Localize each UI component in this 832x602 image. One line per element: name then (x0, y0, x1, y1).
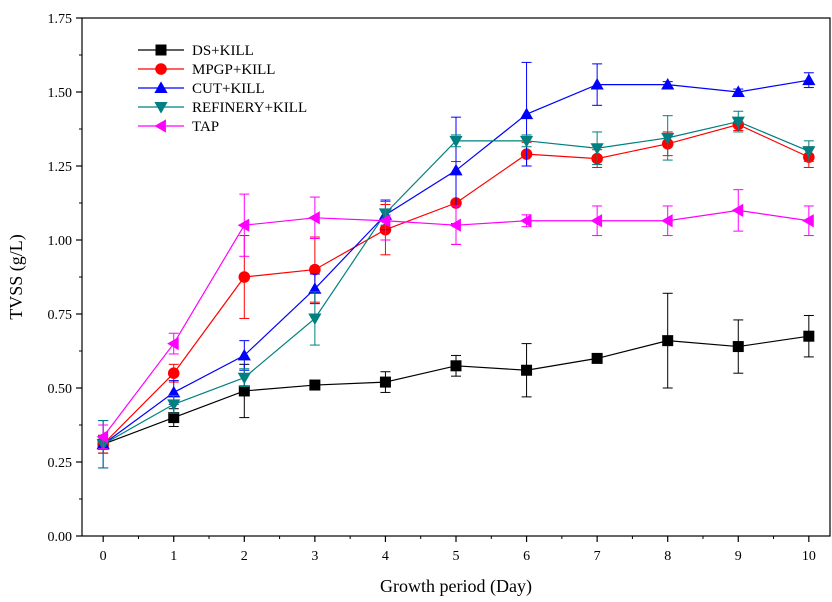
data-point (731, 116, 745, 129)
x-tick-label: 2 (241, 549, 248, 564)
legend: DS+KILL MPGP+KILL CUT+KILL REFINERY+KILL TAP (138, 43, 307, 135)
legend-item: TAP (138, 119, 219, 135)
data-point (662, 335, 674, 347)
data-point (450, 360, 462, 372)
legend-marker (154, 102, 168, 114)
x-tick-label: 3 (311, 549, 318, 564)
data-point (519, 135, 534, 148)
data-point (237, 372, 251, 385)
data-point (449, 218, 461, 232)
data-point (308, 313, 322, 326)
data-point (449, 163, 463, 176)
legend-marker (155, 63, 167, 75)
y-tick-label: 1.50 (48, 86, 73, 101)
legend-label: REFINERY+KILL (192, 100, 307, 116)
x-tick-label: 8 (664, 549, 671, 564)
series-cut-kill (96, 61, 816, 469)
y-axis: 0.00 0.25 0.50 0.75 1.00 1.25 1.50 1.75 (48, 12, 82, 545)
data-point (309, 379, 321, 391)
data-point (167, 367, 180, 379)
data-point (590, 143, 604, 155)
data-point (802, 214, 814, 228)
data-point (237, 218, 250, 232)
x-tick-label: 10 (802, 549, 816, 564)
series-layer (96, 61, 816, 469)
legend-marker (154, 81, 168, 93)
x-tick-label: 0 (100, 549, 107, 564)
data-point (96, 430, 109, 444)
data-point (308, 282, 322, 294)
x-tick-label: 6 (523, 549, 530, 564)
data-point (168, 412, 180, 424)
y-tick-label: 0.50 (48, 382, 73, 397)
x-tick-label: 1 (170, 549, 177, 564)
data-point (238, 271, 251, 283)
legend-label: TAP (192, 119, 219, 135)
legend-item: REFINERY+KILL (138, 100, 307, 116)
series-tap (96, 189, 814, 450)
y-tick-label: 1.25 (48, 160, 73, 175)
data-point (590, 214, 603, 228)
data-point (237, 348, 251, 361)
legend-label: MPGP+KILL (192, 62, 275, 78)
data-point (661, 132, 675, 145)
data-point (802, 73, 816, 86)
data-point (238, 385, 250, 397)
data-point (732, 341, 744, 353)
data-point (167, 337, 179, 351)
y-tick-label: 0.00 (48, 530, 73, 545)
legend-item: CUT+KILL (138, 81, 265, 97)
x-tick-label: 4 (382, 549, 389, 564)
legend-label: DS+KILL (192, 43, 254, 59)
y-tick-label: 0.75 (48, 308, 73, 323)
data-point (590, 78, 604, 90)
data-point (379, 376, 391, 388)
data-point (519, 107, 534, 120)
x-axis: 0 1 2 3 4 5 6 7 8 9 10 (100, 536, 816, 564)
data-point (661, 78, 675, 90)
legend-item: MPGP+KILL (138, 62, 275, 78)
data-point (519, 214, 532, 228)
data-point (731, 85, 745, 97)
x-tick-label: 9 (735, 549, 742, 564)
data-point (521, 364, 533, 376)
data-point (449, 135, 463, 148)
data-point (803, 330, 815, 342)
legend-marker (155, 44, 167, 56)
data-point (802, 146, 816, 158)
x-axis-title: Growth period (Day) (380, 576, 532, 597)
data-point (309, 263, 321, 276)
legend-item: DS+KILL (138, 43, 254, 59)
x-tick-label: 5 (453, 549, 460, 564)
data-point (167, 399, 181, 411)
data-point (167, 385, 181, 398)
y-tick-label: 1.00 (48, 234, 73, 249)
y-axis-title: TVSS (g/L) (6, 234, 27, 320)
y-tick-label: 0.25 (48, 456, 73, 471)
legend-label: CUT+KILL (192, 81, 265, 97)
legend-marker (154, 119, 166, 133)
y-tick-label: 1.75 (48, 12, 73, 27)
series-ds-kill (97, 292, 815, 454)
data-point (661, 214, 673, 228)
data-point (378, 214, 391, 228)
x-tick-label: 7 (594, 549, 601, 564)
data-point (591, 352, 603, 364)
data-point (308, 211, 320, 225)
data-point (731, 203, 744, 217)
